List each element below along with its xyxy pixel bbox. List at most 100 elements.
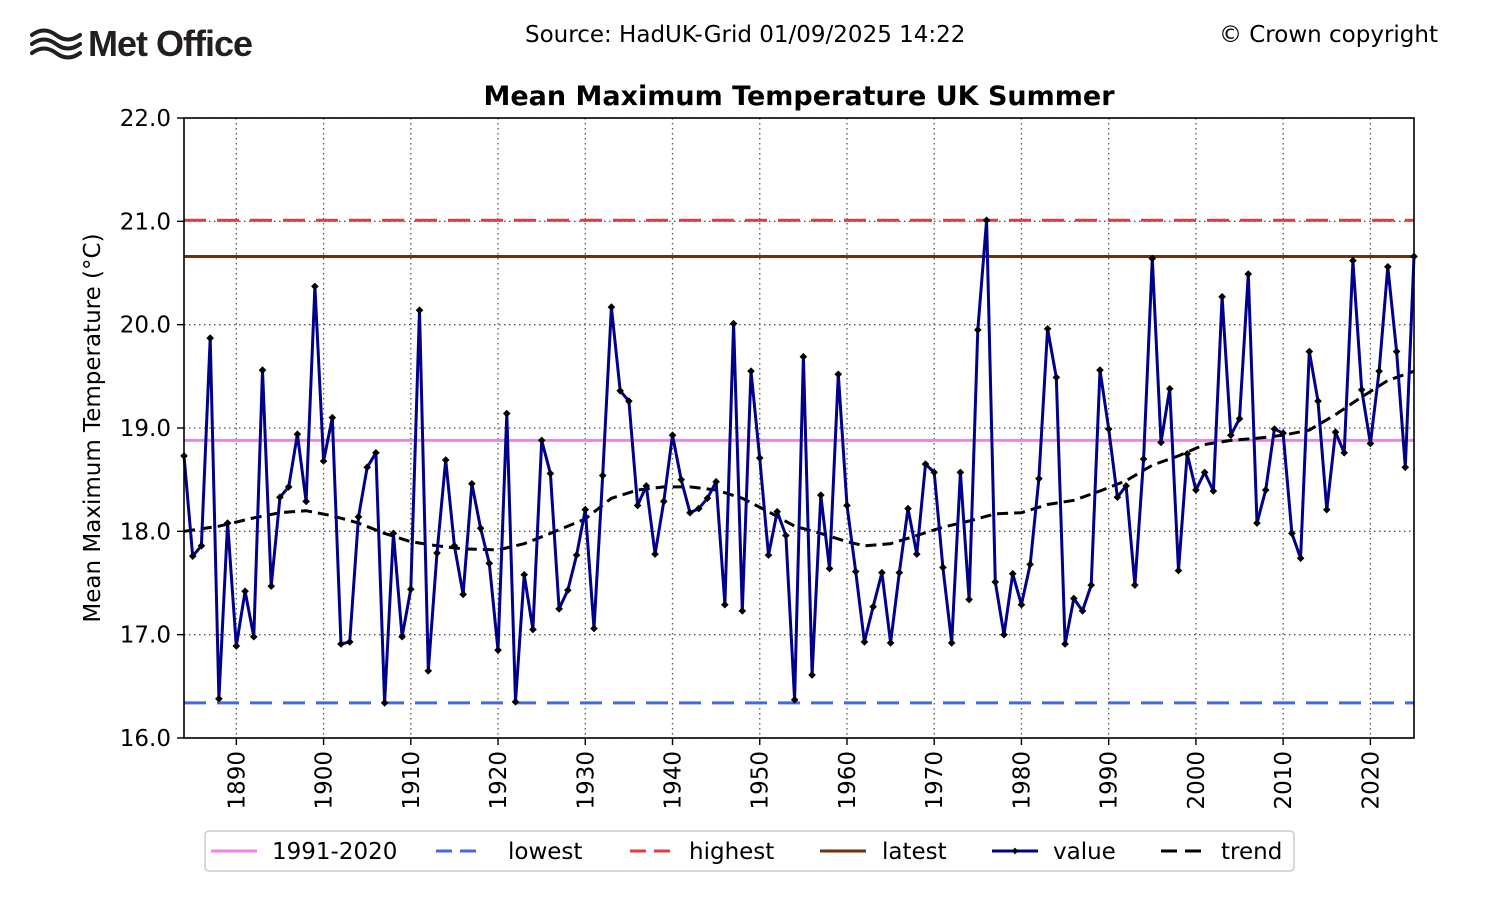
value-point: [1174, 566, 1183, 575]
value-point: [686, 508, 694, 517]
value-point: [354, 513, 363, 521]
value-point: [1305, 347, 1314, 356]
value-point: [1253, 519, 1261, 527]
x-tick-label: 1940: [661, 751, 687, 810]
value-point: [851, 567, 860, 576]
x-tick-label: 1980: [1009, 751, 1035, 810]
value-point: [974, 326, 982, 334]
value-point: [223, 519, 232, 527]
value-point: [904, 504, 912, 513]
value-point: [1043, 324, 1052, 333]
value-point: [956, 468, 965, 477]
value-point: [232, 642, 241, 650]
value-point: [912, 550, 921, 558]
value-point: [311, 282, 319, 291]
value-point: [372, 448, 380, 457]
legend-label-trend: trend: [1221, 839, 1282, 865]
chart-title: Mean Maximum Temperature UK Summer: [483, 81, 1115, 112]
value-point: [790, 695, 799, 704]
value-point: [1026, 560, 1034, 569]
value-point: [319, 457, 328, 465]
value-point: [1122, 482, 1130, 490]
value-line: [182, 218, 1416, 705]
value-point: [1131, 581, 1139, 589]
value-point: [721, 600, 729, 609]
value-point: [799, 352, 808, 361]
legend-box: [204, 830, 1295, 872]
trend-line: [183, 369, 1415, 552]
value-point: [1279, 429, 1287, 437]
value-point: [1270, 425, 1279, 433]
copyright-text: © Crown copyright: [1218, 22, 1438, 48]
value-point: [1288, 529, 1296, 538]
value-point: [215, 694, 223, 703]
value-point: [747, 367, 755, 375]
value-point: [1261, 486, 1270, 494]
legend-label-baseline: 1991-2020: [272, 839, 397, 865]
value-point: [694, 504, 703, 513]
value-point: [1000, 630, 1008, 639]
x-tick-label: 2020: [1358, 751, 1384, 810]
value-point: [529, 625, 537, 634]
value-point: [415, 306, 424, 315]
value-point: [729, 319, 738, 328]
y-axis-label: Mean Maximum Temperature (°C): [80, 233, 106, 622]
value-point: [1340, 448, 1349, 457]
value-point: [258, 366, 267, 374]
value-point: [485, 559, 494, 568]
value-point: [755, 454, 764, 462]
value-point: [965, 595, 973, 604]
value-point: [1366, 439, 1375, 448]
value-point: [398, 632, 406, 641]
value-point: [345, 638, 354, 646]
met-office-logo: Met Office: [30, 22, 253, 66]
value-point: [284, 483, 293, 491]
x-tick-label: 1970: [922, 751, 948, 810]
value-point: [328, 413, 337, 422]
y-tick-label: 20.0: [120, 313, 171, 339]
value-point: [590, 624, 598, 633]
value-point: [598, 471, 607, 480]
legend-label-value: value: [1053, 839, 1116, 865]
x-tick-label: 1910: [399, 751, 425, 810]
value-point: [502, 409, 511, 418]
legend: 1991-2020 lowest highest latest value trend: [204, 830, 1295, 872]
legend-label-latest: latest: [882, 839, 947, 865]
value-point: [947, 639, 956, 647]
value-point: [939, 563, 947, 572]
value-point: [982, 216, 991, 225]
y-tick-label: 18.0: [120, 519, 171, 545]
value-point: [337, 640, 345, 648]
value-point: [1192, 486, 1200, 494]
value-point: [1209, 487, 1218, 495]
x-tick-label: 2010: [1271, 751, 1297, 810]
value-point: [433, 549, 441, 557]
value-point: [633, 501, 642, 510]
value-point: [677, 475, 686, 484]
value-point: [476, 524, 485, 533]
value-point: [1017, 600, 1026, 609]
value-point: [520, 570, 529, 579]
value-point: [860, 638, 869, 646]
value-point: [1384, 262, 1392, 271]
value-point: [468, 479, 476, 488]
value-point: [808, 671, 816, 679]
value-point: [1069, 594, 1078, 603]
value-point: [276, 493, 284, 502]
value-point: [293, 430, 302, 439]
value-point: [450, 541, 459, 550]
value-point: [607, 303, 616, 311]
x-tick-label: 2000: [1184, 751, 1210, 810]
y-tick-label: 16.0: [120, 726, 171, 752]
value-point: [441, 456, 450, 464]
trend-series: [183, 369, 1415, 552]
value-point: [1078, 607, 1087, 615]
value-point: [642, 482, 651, 490]
value-point: [537, 436, 546, 445]
legend-label-lowest: lowest: [508, 839, 582, 865]
value-point: [1296, 554, 1305, 563]
value-point: [1314, 397, 1322, 405]
value-point: [494, 646, 502, 654]
value-point: [782, 531, 790, 540]
